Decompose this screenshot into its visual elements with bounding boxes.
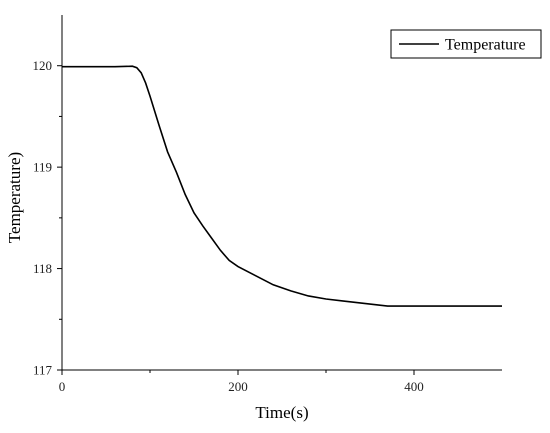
y-tick-label: 118 <box>33 261 52 276</box>
series-line-temperature <box>62 65 502 307</box>
x-tick-label: 400 <box>404 379 424 394</box>
legend-entry-temperature: Temperature <box>445 37 526 54</box>
y-axis-label: Temperature) <box>5 152 24 243</box>
x-tick-label: 0 <box>59 379 66 394</box>
legend: Temperature <box>390 29 542 59</box>
y-tick-label: 120 <box>33 58 53 73</box>
x-tick-label: 200 <box>228 379 248 394</box>
axes <box>61 15 502 371</box>
y-tick-label: 117 <box>33 363 53 378</box>
ticks: 0 200 400 117 118 119 120 <box>33 58 424 394</box>
y-tick-label: 119 <box>33 160 52 175</box>
x-axis-label: Time(s) <box>255 403 308 422</box>
